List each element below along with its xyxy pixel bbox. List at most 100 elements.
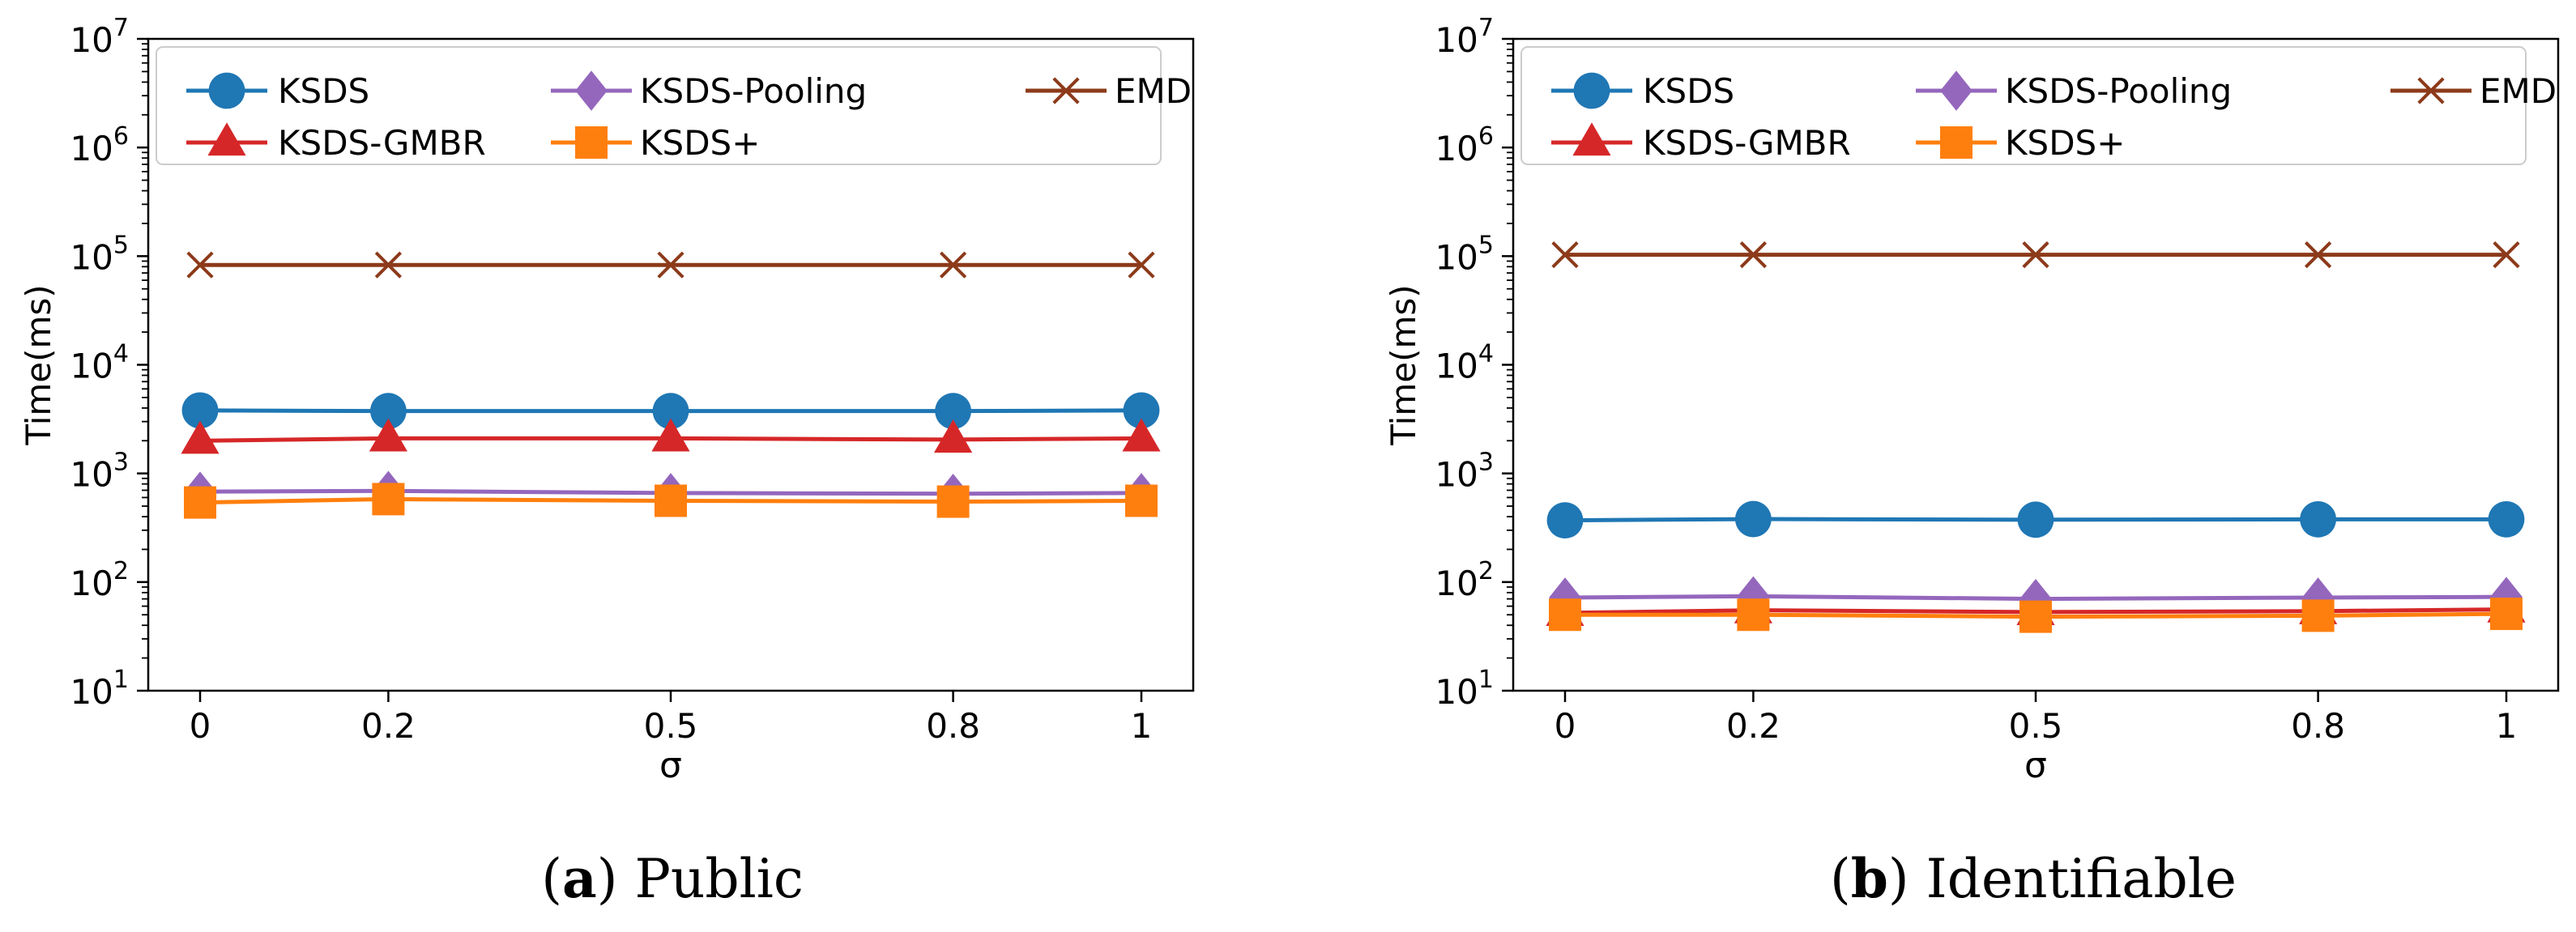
y-tick-label: 103 (1435, 449, 1494, 495)
data-point-ksds- (184, 486, 216, 519)
x-tick-label: 0.5 (2009, 706, 2063, 746)
y-tick-label-base: 10 (70, 347, 113, 386)
y-tick-label-exponent: 7 (1478, 14, 1494, 42)
y-tick-label-exponent: 4 (1478, 340, 1494, 368)
data-point-ksds-gmbr (181, 420, 220, 454)
legend: KSDS KSDS-GMBR KSDS-Pooling KSDS+ EMD (1520, 46, 2557, 165)
series-ksds (181, 392, 1160, 430)
data-point-emd (186, 251, 214, 279)
data-point-ksds- (936, 485, 970, 518)
data-point-ksds (1546, 502, 1584, 538)
data-point-emd (1551, 240, 1579, 269)
legend-label: KSDS-GMBR (1643, 123, 1851, 163)
y-tick-label-base: 10 (1435, 564, 1478, 603)
y-tick-label-exponent: 2 (1478, 557, 1494, 585)
data-point-ksds (1735, 500, 1772, 538)
caption-paren-close: ) (597, 848, 635, 910)
legend-marker (575, 126, 608, 159)
y-tick-label-exponent: 3 (1478, 449, 1494, 477)
data-point-ksds- (2490, 598, 2523, 631)
y-tick-label-base: 10 (1435, 129, 1478, 168)
legend-label: KSDS (1643, 71, 1734, 111)
data-point-ksds- (2301, 599, 2335, 632)
x-tick-label: 0.2 (361, 706, 416, 746)
legend-item-ksds-pooling: KSDS-Pooling (1916, 70, 2232, 111)
y-axis-label: Time(ms) (1384, 284, 1423, 445)
series-ksds- (1549, 598, 2523, 633)
x-tick-label: 0.2 (1726, 706, 1781, 746)
figure-caption-b: (b) Identifiable (1830, 847, 2237, 910)
legend-marker (208, 72, 245, 109)
legend-item-ksds-pooling: KSDS-Pooling (551, 70, 867, 111)
legend-item-emd: EMD (2390, 71, 2557, 111)
caption-paren-open: ( (541, 848, 562, 910)
y-tick-label-exponent: 1 (113, 666, 129, 694)
legend-marker (1573, 72, 1610, 109)
y-tick-label-base: 10 (1435, 455, 1478, 495)
x-tick-label: 1 (1131, 706, 1153, 746)
data-point-ksds (2488, 500, 2525, 538)
data-point-ksds (370, 393, 407, 430)
y-tick-label-exponent: 4 (113, 340, 129, 368)
y-tick-label-exponent: 3 (113, 449, 129, 477)
data-point-ksds (2017, 501, 2054, 538)
legend-marker (207, 122, 246, 156)
legend-item-ksds-: KSDS+ (1916, 123, 2125, 163)
series-ksds (1546, 500, 2525, 538)
x-tick-label: 1 (2496, 706, 2518, 746)
caption-text: Public (634, 848, 803, 910)
y-tick-label: 102 (1435, 557, 1494, 603)
legend-marker (1940, 70, 1973, 111)
data-point-ksds (181, 392, 219, 429)
y-tick-label-base: 10 (1435, 347, 1478, 386)
legend-item-ksds-: KSDS+ (551, 123, 760, 163)
figure-caption-a: (a) Public (541, 847, 804, 910)
x-axis-label: σ (659, 745, 682, 786)
x-tick-label: 0.8 (2291, 706, 2345, 746)
data-point-ksds-gmbr (651, 418, 690, 452)
data-point-ksds- (655, 484, 687, 517)
y-tick-label-exponent: 2 (113, 557, 129, 585)
legend-box (156, 46, 1162, 165)
legend-item-ksds: KSDS (1551, 71, 1734, 111)
legend-label: KSDS+ (640, 123, 760, 163)
y-tick-label-base: 10 (70, 20, 113, 60)
data-point-emd (1128, 251, 1155, 279)
legend-item-ksds-gmbr: KSDS-GMBR (1551, 122, 1851, 163)
legend-marker (575, 70, 608, 111)
y-tick-label-base: 10 (70, 129, 113, 168)
y-tick-label-base: 10 (1435, 20, 1478, 60)
data-point-ksds-gmbr (934, 419, 973, 453)
x-tick-label: 0 (1555, 706, 1576, 746)
y-tick-label-base: 10 (70, 455, 113, 495)
data-point-emd (657, 251, 685, 279)
y-axis-label: Time(ms) (19, 284, 58, 445)
y-tick-label: 106 (1435, 122, 1494, 168)
y-tick-label-base: 10 (70, 237, 113, 277)
data-point-ksds- (1125, 484, 1158, 517)
y-tick-label-exponent: 6 (113, 122, 129, 151)
legend-marker (1940, 126, 1973, 159)
y-tick-label-base: 10 (1435, 672, 1478, 712)
data-point-ksds (935, 393, 971, 430)
data-point-ksds- (1549, 598, 1581, 632)
y-tick-label: 105 (1435, 231, 1494, 277)
y-tick-label: 106 (70, 122, 129, 168)
legend-marker (1052, 77, 1080, 104)
x-tick-label: 0 (190, 706, 211, 746)
x-axis-label: σ (2024, 745, 2047, 786)
data-point-ksds-gmbr (369, 418, 407, 452)
y-tick-label: 104 (70, 340, 129, 386)
y-tick-label-exponent: 1 (1478, 666, 1494, 694)
caption-text: Identifiable (1926, 848, 2237, 910)
legend-label: KSDS-Pooling (2005, 71, 2232, 111)
data-point-emd (1739, 240, 1768, 269)
series-ksds-gmbr (181, 418, 1161, 454)
y-tick-label-base: 10 (1435, 237, 1478, 277)
y-tick-label-base: 10 (70, 672, 113, 712)
legend-box (1520, 46, 2527, 165)
caption-letter: a (562, 847, 597, 910)
caption-letter: b (1851, 847, 1888, 910)
